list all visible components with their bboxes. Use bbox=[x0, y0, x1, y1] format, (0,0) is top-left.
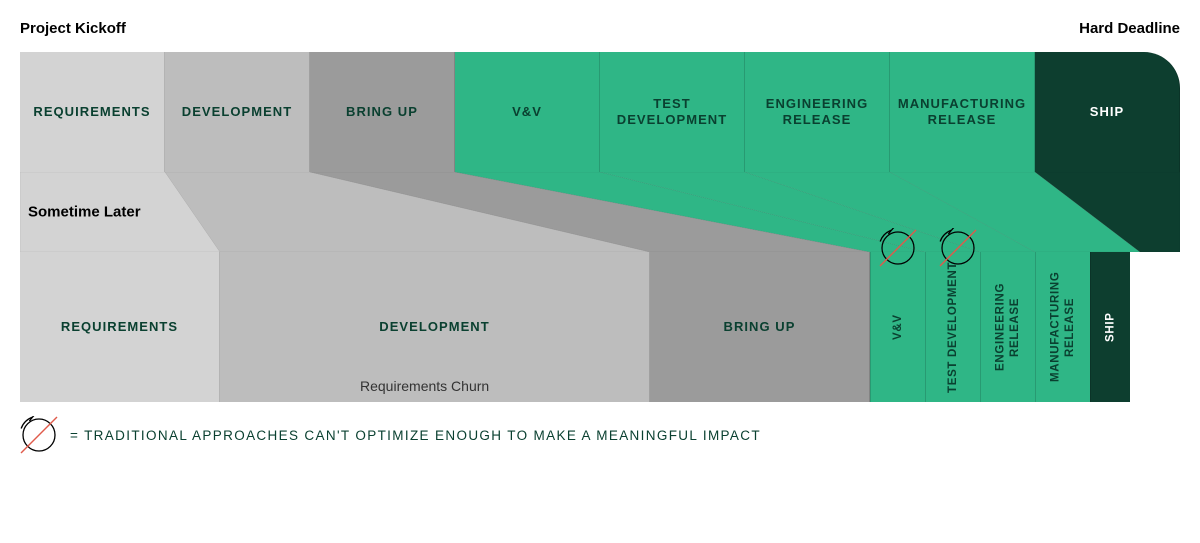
legend-text: = TRADITIONAL APPROACHES CAN'T OPTIMIZE … bbox=[70, 428, 761, 443]
label-sometime-later: Sometime Later bbox=[28, 204, 141, 221]
transition-band: Sometime Later bbox=[20, 172, 1180, 252]
label-hard-deadline: Hard Deadline bbox=[1079, 20, 1180, 37]
phase-engineering-release-bottom: ENGINEERING RELEASE bbox=[980, 252, 1035, 402]
phase-bring-up: BRING UP bbox=[310, 52, 455, 172]
phase-row-bottom: REQUIREMENTS DEVELOPMENT BRING UP V&V TEST D… bbox=[20, 252, 1180, 402]
phase-label: TEST DEVELOPMENT bbox=[606, 96, 738, 129]
phase-ship: SHIP bbox=[1035, 52, 1180, 172]
phase-label: V&V bbox=[891, 314, 905, 340]
phase-requirements-bottom: REQUIREMENTS bbox=[20, 252, 220, 402]
phase-requirements: REQUIREMENTS bbox=[20, 52, 165, 172]
phase-v-v: V&V bbox=[455, 52, 600, 172]
phase-label: MANUFACTURING RELEASE bbox=[1049, 256, 1078, 398]
phase-label: TEST DEVELOPMENT bbox=[946, 261, 960, 392]
phase-label: DEVELOPMENT bbox=[379, 319, 489, 335]
phase-development: DEVELOPMENT bbox=[165, 52, 310, 172]
phase-label: REQUIREMENTS bbox=[33, 104, 150, 120]
top-labels: Project Kickoff Hard Deadline bbox=[20, 20, 1180, 48]
phase-bring-up-bottom: BRING UP bbox=[650, 252, 870, 402]
phase-label: V&V bbox=[512, 104, 542, 120]
label-requirements-churn: Requirements Churn bbox=[360, 378, 489, 394]
phase-manufacturing-release: MANUFACTURING RELEASE bbox=[890, 52, 1035, 172]
phase-v-v-bottom: V&V bbox=[870, 252, 925, 402]
phase-test-development-bottom: TEST DEVELOPMENT bbox=[925, 252, 980, 402]
label-project-kickoff: Project Kickoff bbox=[20, 20, 126, 37]
phase-label: REQUIREMENTS bbox=[61, 319, 178, 335]
legend: = TRADITIONAL APPROACHES CAN'T OPTIMIZE … bbox=[20, 416, 1180, 454]
phase-ship-bottom: SHIP bbox=[1090, 252, 1130, 402]
phase-manufacturing-release-bottom: MANUFACTURING RELEASE bbox=[1035, 252, 1090, 402]
phase-label: SHIP bbox=[1090, 104, 1125, 120]
phase-engineering-release: ENGINEERING RELEASE bbox=[745, 52, 890, 172]
phase-label: DEVELOPMENT bbox=[182, 104, 292, 120]
phase-label: SHIP bbox=[1103, 312, 1117, 342]
phase-label: ENGINEERING RELEASE bbox=[994, 256, 1023, 398]
optimization-dial-icon bbox=[20, 416, 58, 454]
phase-label: BRING UP bbox=[724, 319, 796, 335]
phase-test-development: TEST DEVELOPMENT bbox=[600, 52, 745, 172]
transition-svg bbox=[20, 172, 1180, 252]
phase-label: BRING UP bbox=[346, 104, 418, 120]
phase-label: MANUFACTURING RELEASE bbox=[896, 96, 1028, 129]
phase-row-bottom-wrapper: REQUIREMENTS DEVELOPMENT BRING UP V&V TEST D… bbox=[20, 252, 1180, 402]
phase-label: ENGINEERING RELEASE bbox=[751, 96, 883, 129]
phase-row-top: REQUIREMENTS DEVELOPMENT BRING UP V&V TEST D… bbox=[20, 52, 1180, 172]
timeline-diagram: Project Kickoff Hard Deadline REQUIREMEN… bbox=[20, 20, 1180, 454]
